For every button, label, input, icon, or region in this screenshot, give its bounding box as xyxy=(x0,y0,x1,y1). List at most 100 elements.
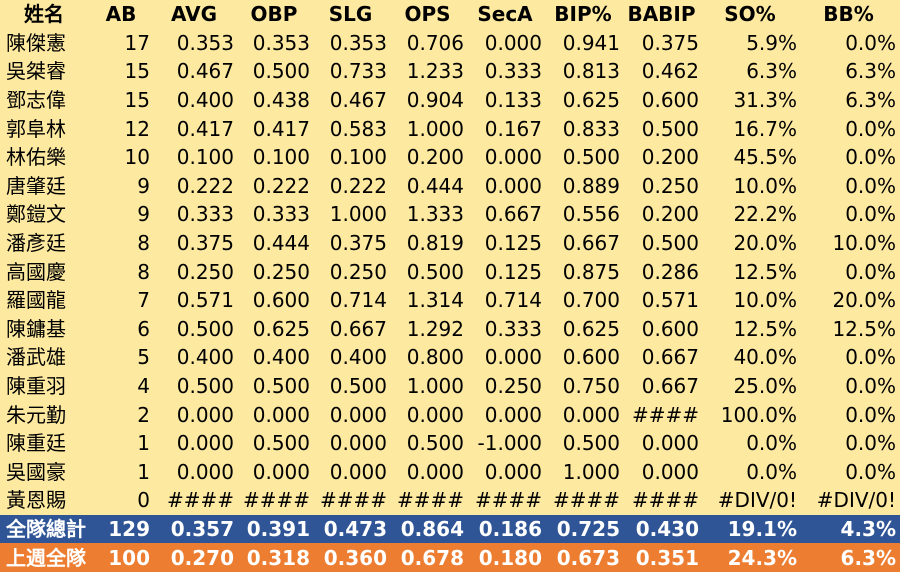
stat-cell: 1.000 xyxy=(314,200,391,229)
stat-cell: 0.100 xyxy=(154,142,238,172)
table-row: 陳鏞基 6 0.500 0.625 0.667 1.292 0.333 0.625 0.600 1… xyxy=(0,314,900,344)
stat-cell: 20.0% xyxy=(801,285,900,315)
table-row: 朱元勤 2 0.000 0.000 0.000 0.000 0.000 0.000 #### 10… xyxy=(0,400,900,429)
stat-cell: 0.000 xyxy=(314,457,391,487)
stat-cell: 0.400 xyxy=(154,343,238,372)
stat-cell: 100 xyxy=(92,543,154,572)
player-name-cell: 全隊總計 xyxy=(0,514,92,544)
stat-cell: 0.571 xyxy=(154,285,238,315)
stat-cell: 0.353 xyxy=(154,28,238,58)
stat-cell: 0.600 xyxy=(546,343,624,372)
stat-cell: 0.000 xyxy=(624,457,703,487)
column-header: 姓名 xyxy=(0,0,92,29)
column-header: AB xyxy=(92,0,154,29)
stat-cell: 15 xyxy=(92,85,154,115)
stat-cell: 16.7% xyxy=(703,114,801,143)
table-row: 黃恩賜 0 #### #### #### #### #### #### #### #DIV/0! #… xyxy=(0,486,900,515)
player-name-cell: 吳桀睿 xyxy=(0,57,92,86)
stat-cell: 0.400 xyxy=(238,343,314,372)
stat-cell: 0.200 xyxy=(391,142,468,172)
stat-cell: 1.000 xyxy=(546,457,624,487)
stat-cell: 9 xyxy=(92,171,154,201)
player-name-cell: 潘武雄 xyxy=(0,343,92,372)
stat-cell: 0.0% xyxy=(801,142,900,172)
stat-cell: 0.833 xyxy=(546,114,624,143)
stat-cell: 0.167 xyxy=(468,114,546,143)
stat-cell: 0.904 xyxy=(391,85,468,115)
stat-cell: 0.000 xyxy=(468,343,546,372)
stat-cell: #### xyxy=(238,486,314,515)
stat-cell: 10.0% xyxy=(703,171,801,201)
stat-cell: 6.3% xyxy=(703,57,801,86)
stat-cell: 0.417 xyxy=(154,114,238,143)
stat-cell: 0.0% xyxy=(703,428,801,458)
player-name-cell: 林佑樂 xyxy=(0,142,92,172)
stat-cell: 0.500 xyxy=(238,57,314,86)
stat-cell: 0.270 xyxy=(154,543,238,572)
stat-cell: 0.571 xyxy=(624,285,703,315)
stat-cell: 0.0% xyxy=(801,428,900,458)
stat-cell: 0.000 xyxy=(468,171,546,201)
team-total-row: 全隊總計 129 0.357 0.391 0.473 0.864 0.186 0.725 0.4… xyxy=(0,514,900,544)
stat-cell: 5.9% xyxy=(703,28,801,58)
stat-cell: 0.400 xyxy=(314,343,391,372)
stat-cell: 0.889 xyxy=(546,171,624,201)
stat-cell: 0.500 xyxy=(624,228,703,258)
stat-cell: 6.3% xyxy=(801,85,900,115)
stat-cell: 0.941 xyxy=(546,28,624,58)
stat-cell: 10.0% xyxy=(703,285,801,315)
stat-cell: 100.0% xyxy=(703,400,801,429)
player-name-cell: 黃恩賜 xyxy=(0,486,92,515)
stat-cell: 5 xyxy=(92,343,154,372)
stat-cell: 0.250 xyxy=(468,371,546,401)
column-header: BABIP xyxy=(624,0,703,29)
stat-cell: 0.500 xyxy=(154,314,238,344)
stat-cell: 0.438 xyxy=(238,85,314,115)
stat-cell: 1.000 xyxy=(391,371,468,401)
player-name-cell: 陳重羽 xyxy=(0,371,92,401)
stat-cell: 0.222 xyxy=(154,171,238,201)
stat-cell: 0.353 xyxy=(314,28,391,58)
player-name-cell: 鄧志偉 xyxy=(0,85,92,115)
table-row: 羅國龍 7 0.571 0.600 0.714 1.314 0.714 0.700 0.571 1… xyxy=(0,285,900,315)
stat-cell: 0.500 xyxy=(238,428,314,458)
stat-cell: 8 xyxy=(92,228,154,258)
player-name-cell: 郭阜林 xyxy=(0,114,92,143)
column-header: SecA xyxy=(468,0,546,29)
stat-cell: 10.0% xyxy=(801,228,900,258)
stat-cell: 7 xyxy=(92,285,154,315)
stat-cell: 1.314 xyxy=(391,285,468,315)
stat-cell: 0.467 xyxy=(154,57,238,86)
stat-cell: 0.0% xyxy=(703,457,801,487)
stat-cell: 6.3% xyxy=(801,57,900,86)
player-name-cell: 高國慶 xyxy=(0,257,92,286)
stat-cell: 0.678 xyxy=(391,543,468,572)
stat-cell: 0.000 xyxy=(314,428,391,458)
column-header: BB% xyxy=(801,0,900,29)
stat-cell: 0.333 xyxy=(468,57,546,86)
table-row: 陳重廷 1 0.000 0.500 0.000 0.500 -1.000 0.500 0.000… xyxy=(0,428,900,458)
stat-cell: 0.714 xyxy=(468,285,546,315)
stat-cell: 1.233 xyxy=(391,57,468,86)
stat-cell: 0.333 xyxy=(154,200,238,229)
player-name-cell: 唐肇廷 xyxy=(0,171,92,201)
stat-cell: 12 xyxy=(92,114,154,143)
stat-cell: 0.0% xyxy=(801,343,900,372)
stat-cell: #### xyxy=(624,486,703,515)
stat-cell: 0.000 xyxy=(314,400,391,429)
stat-cell: 0.600 xyxy=(624,314,703,344)
stat-cell: 0.200 xyxy=(624,200,703,229)
stat-cell: 0.556 xyxy=(546,200,624,229)
stat-cell: 0.500 xyxy=(391,428,468,458)
stat-cell: 45.5% xyxy=(703,142,801,172)
stat-cell: 2 xyxy=(92,400,154,429)
table-row: 鄭鎧文 9 0.333 0.333 1.000 1.333 0.667 0.556 0.200 2… xyxy=(0,200,900,229)
stat-cell: 0.444 xyxy=(391,171,468,201)
stat-cell: 0.467 xyxy=(314,85,391,115)
stat-cell: 0.500 xyxy=(391,257,468,286)
stat-cell: 8 xyxy=(92,257,154,286)
player-name-cell: 朱元勤 xyxy=(0,400,92,429)
stat-cell: 1 xyxy=(92,428,154,458)
stat-cell: 0.800 xyxy=(391,343,468,372)
stat-cell: 0.000 xyxy=(624,428,703,458)
